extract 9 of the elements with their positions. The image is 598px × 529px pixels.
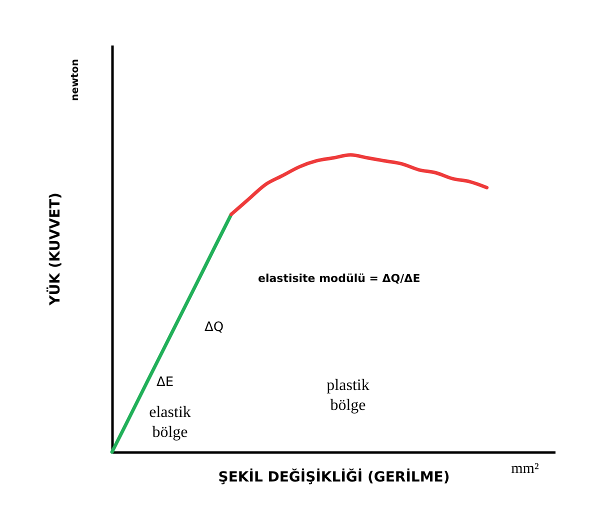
annotation: ΔQ: [204, 320, 224, 335]
annotation: ΔE: [156, 375, 174, 390]
text: mm²: [511, 461, 540, 477]
annotation: elastik bölge: [149, 404, 191, 441]
annotation: plastik bölge: [326, 377, 370, 414]
text: newton: [70, 59, 81, 101]
x-axis-title: ŞEKİL DEĞİŞİKLİĞİ (GERİLME): [218, 468, 450, 486]
annotation: elastisite modülü = ΔQ/ΔE: [258, 272, 420, 285]
y-axis-title: YÜK (KUVVET): [46, 192, 64, 306]
